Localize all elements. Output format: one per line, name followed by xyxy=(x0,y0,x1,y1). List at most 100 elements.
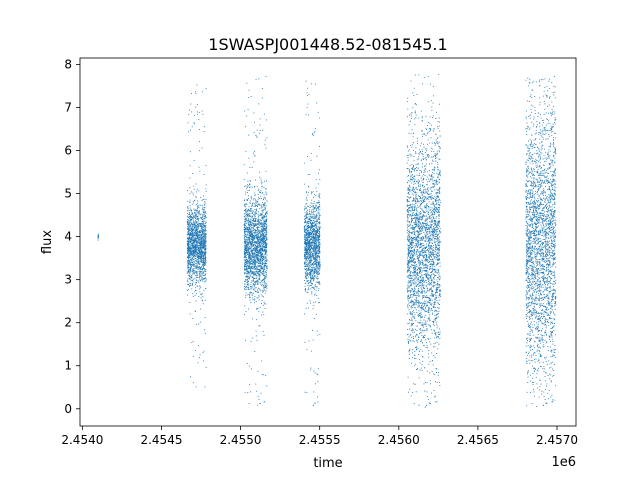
data-point xyxy=(309,235,311,237)
data-point xyxy=(319,302,321,304)
data-point xyxy=(255,218,257,220)
data-point xyxy=(244,266,246,267)
data-point xyxy=(190,254,191,256)
data-point xyxy=(254,222,256,224)
data-point xyxy=(260,233,262,235)
data-point xyxy=(198,234,200,236)
data-point xyxy=(258,278,260,279)
data-point xyxy=(191,250,193,252)
data-point xyxy=(312,276,314,278)
data-point xyxy=(263,280,265,282)
data-point xyxy=(258,281,260,283)
data-point xyxy=(304,221,306,223)
data-point xyxy=(246,288,248,290)
data-point xyxy=(255,390,257,392)
data-point xyxy=(192,244,193,246)
data-point xyxy=(312,269,314,271)
data-point xyxy=(199,275,201,277)
data-point xyxy=(261,247,263,249)
data-point xyxy=(252,217,254,219)
data-point xyxy=(205,240,207,242)
data-point xyxy=(247,260,249,262)
data-point xyxy=(319,259,321,261)
data-point xyxy=(257,223,258,225)
data-point xyxy=(204,241,206,243)
data-point xyxy=(317,255,319,257)
data-point xyxy=(193,252,195,254)
data-point xyxy=(193,228,195,230)
data-point xyxy=(307,221,309,223)
data-point xyxy=(317,244,319,246)
data-point xyxy=(196,218,198,220)
data-point xyxy=(259,255,261,257)
data-point xyxy=(247,109,249,111)
data-point xyxy=(306,280,308,282)
data-point xyxy=(260,242,262,244)
data-point xyxy=(252,253,254,255)
data-point xyxy=(248,256,250,257)
data-point xyxy=(246,222,248,224)
data-point xyxy=(317,253,319,254)
data-point xyxy=(244,256,246,258)
data-point xyxy=(250,223,252,225)
data-point xyxy=(196,323,197,325)
data-point xyxy=(315,269,316,271)
data-point xyxy=(197,236,199,237)
data-point xyxy=(244,110,246,112)
data-point xyxy=(304,225,306,227)
data-point xyxy=(313,249,314,251)
data-point xyxy=(314,128,316,130)
data-point xyxy=(316,219,318,221)
data-point xyxy=(205,241,207,243)
data-point xyxy=(197,218,199,219)
data-point xyxy=(261,233,263,235)
data-point xyxy=(187,240,189,242)
data-point xyxy=(252,240,254,242)
data-point xyxy=(204,259,206,261)
data-point xyxy=(196,285,198,287)
data-point xyxy=(256,280,258,282)
data-point xyxy=(318,244,320,246)
data-point xyxy=(196,226,198,228)
data-point xyxy=(201,255,203,257)
data-point xyxy=(253,238,255,240)
data-point xyxy=(197,280,199,282)
data-point xyxy=(314,243,315,245)
data-point xyxy=(306,251,308,253)
data-point xyxy=(263,269,265,271)
data-point xyxy=(256,255,258,257)
data-point xyxy=(252,234,254,236)
data-point xyxy=(317,218,319,220)
data-point xyxy=(244,235,246,237)
data-point xyxy=(203,239,205,241)
data-point xyxy=(248,247,250,249)
data-point xyxy=(256,251,258,253)
data-point xyxy=(203,243,205,245)
data-point xyxy=(308,268,310,270)
data-point xyxy=(249,200,251,202)
data-point xyxy=(246,261,247,263)
data-point xyxy=(199,226,201,228)
data-point xyxy=(197,239,199,241)
data-point xyxy=(186,271,188,273)
data-point xyxy=(244,238,246,240)
data-point xyxy=(246,209,248,211)
data-point xyxy=(306,92,308,94)
data-point xyxy=(314,215,316,217)
data-point xyxy=(244,249,246,251)
data-point xyxy=(248,295,250,297)
data-point xyxy=(252,277,254,278)
data-point xyxy=(308,246,310,248)
data-point xyxy=(264,228,266,230)
data-point xyxy=(255,234,257,236)
data-point xyxy=(193,224,195,225)
data-point xyxy=(264,240,266,242)
data-point xyxy=(250,249,252,251)
data-point xyxy=(244,253,246,255)
data-point xyxy=(313,244,314,246)
data-point xyxy=(306,243,308,245)
data-point xyxy=(199,235,201,237)
data-point xyxy=(313,241,315,243)
data-point xyxy=(189,269,191,271)
data-point xyxy=(205,254,206,256)
